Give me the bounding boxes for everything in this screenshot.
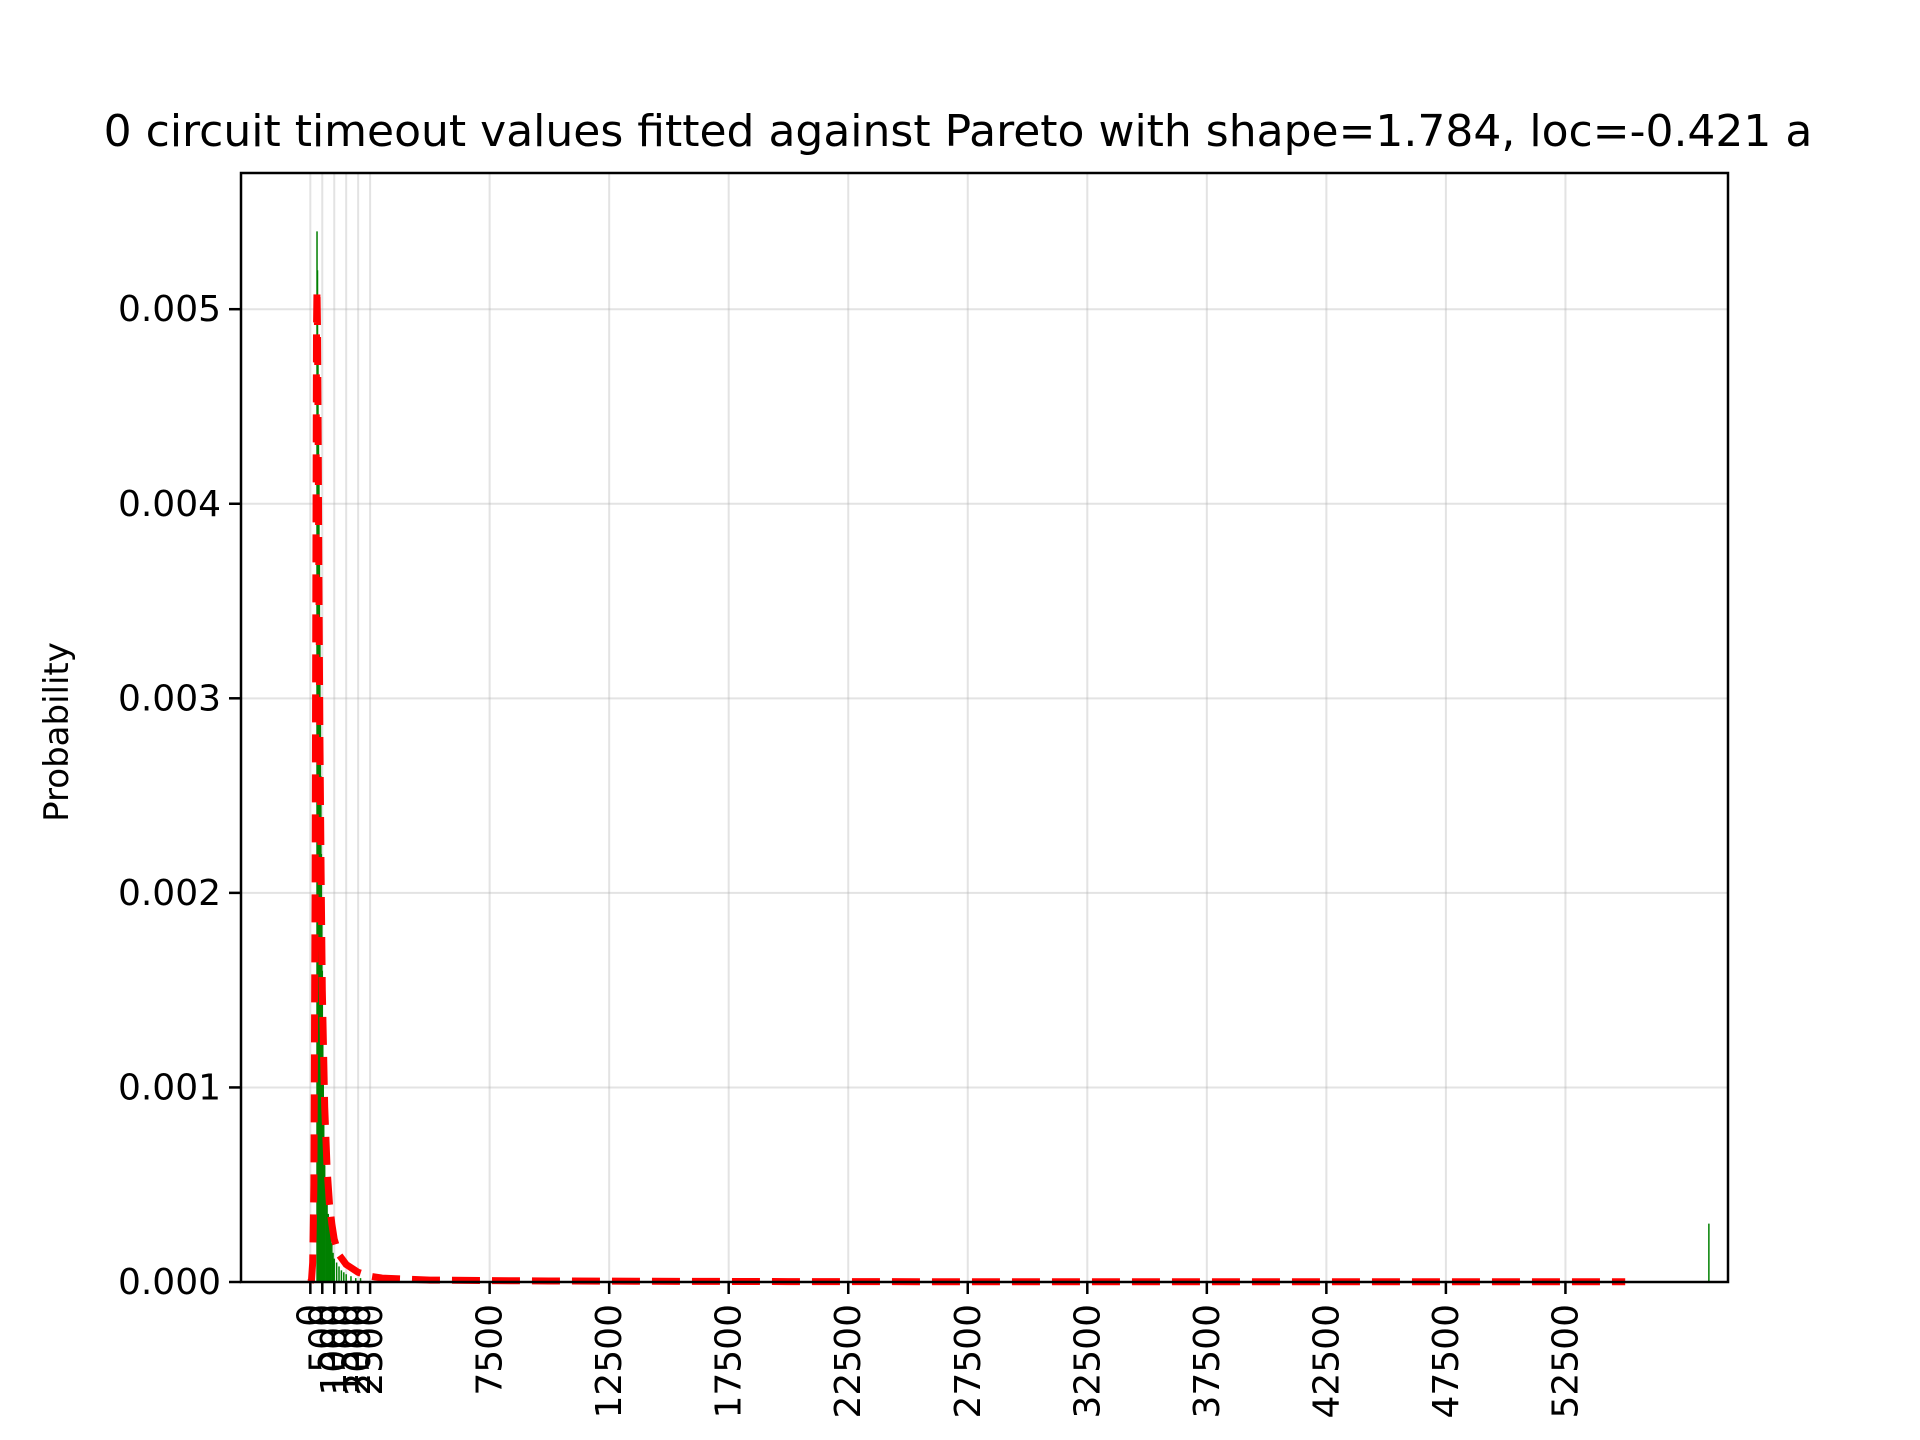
x-tick-label-6: 7500 <box>470 1304 511 1396</box>
y-tick-label-2: 0.002 <box>118 873 221 914</box>
x-tick-label-4: 2000 <box>338 1304 379 1396</box>
histogram-bar-18 <box>326 1204 328 1282</box>
x-tick-label-12: 37500 <box>1187 1304 1228 1419</box>
x-tick-label-3: 1500 <box>326 1304 367 1396</box>
histogram-bar-28 <box>343 1272 345 1282</box>
plot-frame <box>239 171 1730 1284</box>
histogram-bar-32 <box>359 1278 362 1282</box>
x-tick-label-5: 2500 <box>350 1304 391 1396</box>
histogram-bar-27 <box>340 1270 343 1282</box>
x-tick-label-2: 1000 <box>314 1304 355 1396</box>
x-tick-label-9: 22500 <box>828 1304 869 1419</box>
histogram-bar-21 <box>329 1233 332 1282</box>
histogram-bar-29 <box>345 1274 347 1282</box>
y-tick-label-5: 0.005 <box>118 289 221 330</box>
histogram-bar-31 <box>355 1278 357 1282</box>
chart-title: 0 circuit timeout values fitted against … <box>104 106 1813 157</box>
x-tick-label-10: 27500 <box>948 1304 989 1419</box>
y-axis-label: Probability <box>37 642 77 822</box>
y-tick-label-1: 0.001 <box>118 1067 221 1108</box>
x-tick-label-7: 12500 <box>589 1304 630 1419</box>
x-tick-label-8: 17500 <box>709 1304 750 1419</box>
y-tick-label-4: 0.004 <box>118 484 221 525</box>
y-tick-label-0: 0.000 <box>118 1262 221 1303</box>
histogram-bar-24 <box>333 1258 335 1282</box>
histogram-bar-16 <box>323 1165 326 1282</box>
x-tick-label-0: 0 <box>290 1304 331 1327</box>
histogram-bar-30 <box>350 1276 352 1282</box>
x-tick-label-15: 52500 <box>1545 1304 1586 1419</box>
histogram-bar-22 <box>331 1243 333 1282</box>
histogram-bar-20 <box>328 1223 331 1282</box>
x-tick-label-13: 42500 <box>1306 1304 1347 1419</box>
histogram-bar-33 <box>1708 1223 1710 1282</box>
plot-area: 0.000 0.001 0.002 0.003 0.004 0.005 0500100015… <box>118 171 1730 1419</box>
histogram-bar-23 <box>332 1252 334 1282</box>
y-tick-label-3: 0.003 <box>118 678 221 719</box>
x-tick-label-1: 500 <box>302 1304 343 1373</box>
histogram-bar-17 <box>325 1184 327 1282</box>
histogram-bar-25 <box>335 1262 338 1282</box>
histogram-bar-26 <box>338 1266 340 1282</box>
x-tick-label-11: 32500 <box>1067 1304 1108 1419</box>
histogram-bar-19 <box>327 1213 330 1282</box>
x-tick-label-14: 47500 <box>1426 1304 1467 1419</box>
